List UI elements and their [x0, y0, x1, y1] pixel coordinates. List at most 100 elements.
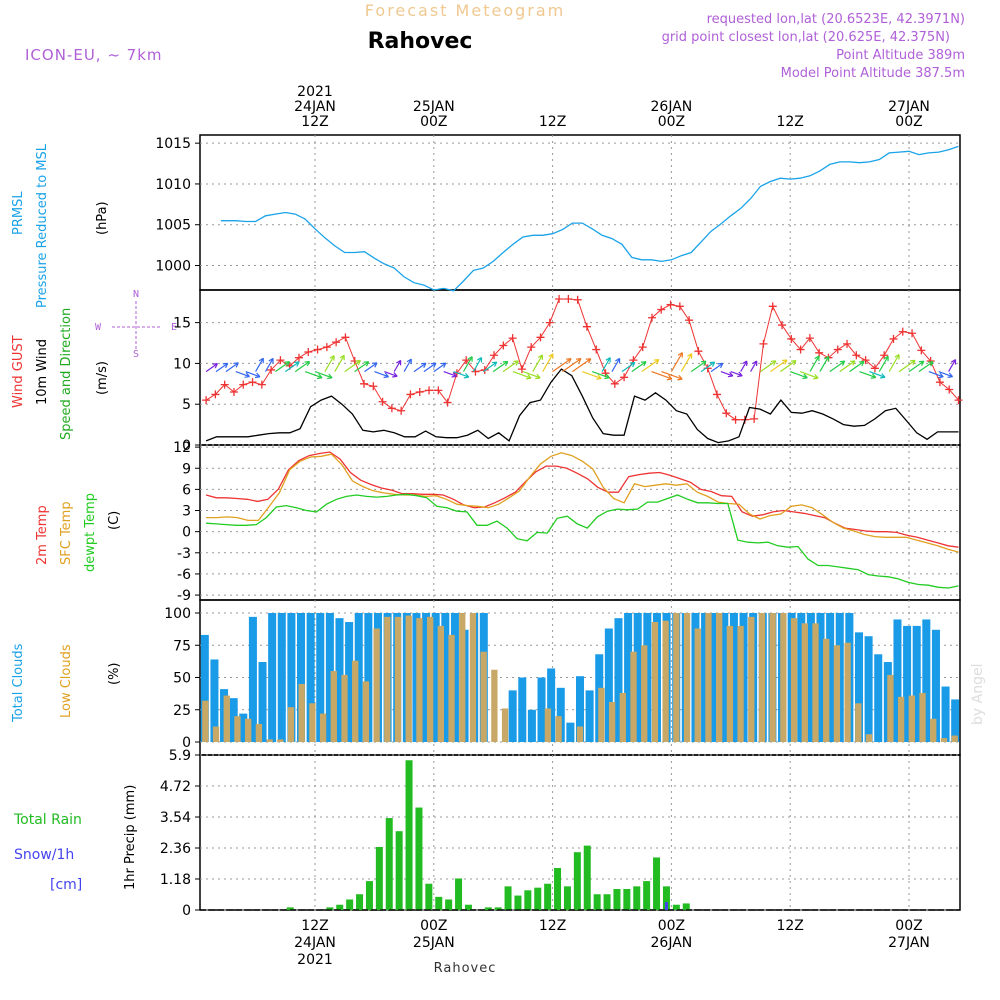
gust-marker [787, 334, 796, 343]
low-cloud-bar [373, 628, 380, 742]
gust-marker [527, 343, 536, 352]
top-axis-label: 12Z [539, 114, 566, 130]
gust-marker [582, 322, 591, 331]
gust-marker [750, 414, 759, 423]
low-cloud-bar [448, 634, 455, 742]
rain-bar [534, 887, 542, 910]
wind-arrow-head [258, 357, 264, 364]
wind-arrow [384, 371, 398, 377]
total-cloud-bar [826, 613, 835, 742]
top-axis-label: 26JAN [651, 99, 693, 115]
low-cloud-bar [769, 613, 776, 742]
clouds-tick-label: 75 [173, 638, 191, 654]
wind-arrow [730, 371, 743, 377]
wind-arrow-head [476, 356, 483, 363]
low-cloud-bar [255, 723, 263, 742]
wind-arrow [928, 371, 944, 378]
low-cloud-bar [501, 708, 509, 742]
low-cloud-bar [812, 623, 819, 742]
wind-arrow [908, 360, 925, 373]
wind-arrow [562, 358, 582, 373]
low-cloud-bar [287, 707, 295, 742]
t2m-label: 2m Temp [35, 505, 50, 565]
low-cloud-bar [823, 638, 830, 742]
wind-arrow [324, 355, 335, 372]
pressure-tick-label: 1015 [155, 136, 191, 152]
wind-arrow-head [513, 360, 519, 366]
rain-bar [524, 890, 532, 910]
wind-arrow-head [451, 372, 457, 378]
wind-arrow [393, 360, 402, 372]
gust-marker [805, 334, 814, 343]
top-axis-label: 00Z [420, 114, 447, 130]
low-cloud-bar [683, 613, 691, 742]
compass-w: W [95, 322, 102, 333]
gust-marker [397, 406, 406, 415]
wind-arrow [225, 362, 239, 373]
wind-arrow [532, 354, 543, 372]
gust-marker [294, 353, 303, 362]
top-axis-label: 12Z [301, 114, 328, 130]
wind-unit: (m/s) [95, 361, 110, 395]
rain-bar [643, 881, 651, 910]
top-axis-label: 00Z [658, 114, 685, 130]
wind-arrow [859, 371, 876, 379]
wind-arrow-head [585, 358, 592, 364]
low-cloud-bar [459, 613, 466, 742]
gust-marker [675, 302, 684, 311]
low-cloud-bar [277, 739, 284, 742]
wind-arrow-head [463, 372, 470, 379]
wind-arrow [492, 360, 509, 373]
wind-arrow [621, 362, 636, 373]
total-cloud-label: Total Clouds [11, 643, 26, 723]
rain-bar [544, 883, 552, 910]
wind-arrow [482, 361, 498, 373]
low-cloud-bar [234, 716, 241, 742]
bottom-axis-label: 27JAN [888, 935, 930, 951]
clouds-tick-label: 25 [173, 703, 191, 719]
panel-frames [199, 134, 961, 911]
wind-arrow [760, 360, 777, 373]
total-cloud-bar [537, 677, 546, 742]
rain-bar [385, 818, 393, 910]
low-cloud-bar [319, 713, 327, 742]
gust-marker [406, 390, 415, 399]
wind-arrow-head [212, 363, 218, 369]
wind-arrow [294, 361, 310, 373]
wind-arrow-head [918, 360, 925, 366]
wind-arrow-head [371, 362, 378, 368]
wind-arrow [205, 363, 218, 373]
wind-arrow [334, 354, 345, 372]
rain-bar [405, 760, 413, 910]
rain-bar [653, 857, 661, 910]
rain-bar [415, 807, 423, 910]
rain-bar [445, 899, 453, 910]
wind-arrow [582, 371, 602, 380]
gust-marker [833, 345, 842, 354]
wind-arrow-head [294, 361, 300, 367]
total-cloud-bar [229, 698, 238, 742]
wind-arrow [918, 361, 934, 373]
gust-marker [917, 346, 926, 355]
total-cloud-bar [931, 629, 940, 742]
gust-marker [954, 396, 963, 405]
total-cloud-bar [604, 628, 613, 742]
wind-arrow [631, 361, 647, 373]
pressure-panel: 1000 1005 1010 1015 [155, 136, 960, 292]
gust-marker [341, 333, 350, 342]
low-cloud-bar [309, 703, 316, 742]
t2m-line [205, 451, 959, 548]
low-cloud-bar [930, 718, 937, 742]
wind-panel: 0 5 10 15 [173, 294, 963, 454]
gust-marker [666, 300, 675, 309]
wind-arrow-head [535, 373, 541, 380]
wind-arrow-head [742, 360, 748, 367]
temp-tick-label: 0 [182, 525, 191, 541]
pressure-unit: (hPa) [95, 201, 110, 235]
wind-arrow-head [339, 354, 345, 361]
wind-arrow [690, 360, 707, 373]
temperature-panel: -9 -6 -3 0 3 6 9 12 [173, 440, 960, 604]
low-cloud-bar [662, 620, 669, 742]
